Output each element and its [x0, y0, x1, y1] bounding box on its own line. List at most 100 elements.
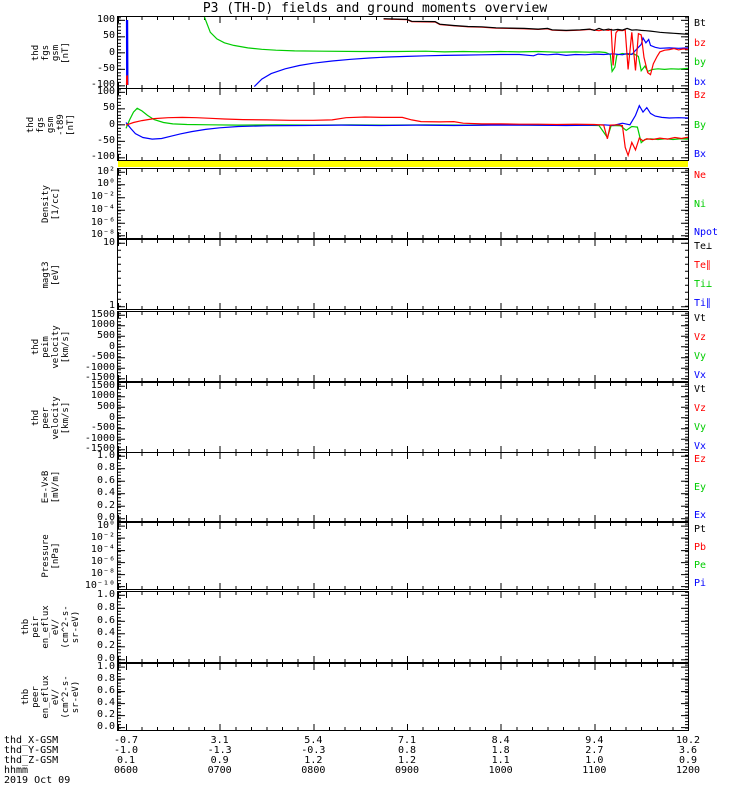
y-tick-marks [118, 312, 121, 381]
x-tick-marks [118, 664, 688, 670]
legend-Te⊥: Te⊥ [694, 241, 713, 252]
y-tick-label: 10 [102, 236, 115, 248]
y-tick-label: 0 [108, 411, 115, 423]
y-tick-label: 0.6 [96, 474, 115, 486]
legend-Ey: Ey [694, 482, 707, 493]
legend-Pt: Pt [694, 524, 707, 535]
x-axis-value: 0.8 [397, 745, 417, 756]
y-tick-marks [685, 592, 688, 662]
y-axis-label-text: thd fgs gsm -t89 [nT] [26, 113, 76, 136]
y-tick-marks [118, 453, 125, 521]
y-tick-label: 1000 [90, 390, 115, 402]
y-tick-label: -100 [90, 151, 115, 163]
curve-Bz [125, 116, 688, 158]
y-tick-label: -500 [90, 422, 115, 434]
x-tick-marks [118, 453, 688, 456]
x-axis-value: 8.4 [491, 735, 510, 746]
x-tick-marks [118, 724, 688, 730]
y-tick-label: 0.2 [96, 709, 115, 721]
y-tick-label: 10⁻⁶ [90, 216, 115, 228]
x-axis-value: 0700 [207, 765, 232, 776]
legend-Te∥: Te∥ [694, 260, 712, 271]
curve-bz-saturated-edge [125, 75, 129, 86]
y-tick-marks [118, 453, 121, 521]
legend-Vz: Vz [694, 403, 707, 414]
y-axis-label: Pressure [nPa] [18, 523, 84, 589]
x-tick-marks [118, 656, 688, 662]
x-tick-marks [118, 592, 688, 598]
y-tick-marks [681, 312, 688, 381]
curves-fgs-gsm [125, 17, 688, 88]
y-axis-label: thb peer en_eflux eV/ (cm^2-s- sr-eV) [18, 664, 84, 730]
y-tick-marks [118, 383, 121, 452]
y-tick-label: 0.2 [96, 499, 115, 511]
x-axis-value: 1000 [488, 765, 513, 776]
legend-Pb: Pb [694, 542, 707, 553]
y-tick-label: 1500 [90, 308, 115, 320]
y-tick-label: 0.4 [96, 627, 115, 639]
x-axis-value: 0.9 [678, 755, 698, 766]
y-tick-marks [681, 240, 688, 309]
y-tick-label: 10⁻⁸ [90, 568, 115, 580]
x-axis-value: 5.4 [304, 735, 323, 746]
legend-Bz: Bz [694, 90, 707, 101]
x-axis-row-label: thd_X-GSM [4, 735, 59, 746]
x-axis-value: 0800 [301, 765, 326, 776]
y-axis-label: thd peim velocity [km/s] [18, 312, 84, 381]
y-axis-label: E=-V×B [mV/m] [18, 453, 84, 521]
y-tick-label: -100 [90, 79, 115, 91]
x-tick-marks [118, 232, 688, 238]
panel-peir-en-eflux [117, 591, 689, 663]
x-axis-value: 0.9 [210, 755, 229, 766]
legend-Ni: Ni [694, 198, 707, 210]
x-axis-value: 1.8 [491, 745, 510, 756]
y-tick-marks [681, 453, 688, 521]
y-tick-label: -1500 [84, 443, 115, 455]
x-axis-value: -0.3 [301, 745, 326, 756]
y-tick-label: 0.0 [96, 512, 115, 524]
x-tick-marks [118, 659, 688, 662]
legend-Ti⊥: Ti⊥ [694, 279, 713, 290]
x-tick-marks [118, 240, 688, 246]
x-tick-marks [118, 727, 688, 730]
legend-Bt: Bt [694, 18, 707, 29]
y-axis-label-text: Pressure [nPa] [41, 534, 61, 578]
x-axis-value: 7.1 [397, 735, 417, 746]
legend-Vx: Vx [694, 441, 707, 452]
legend-Vy: Vy [694, 351, 707, 362]
x-tick-marks [118, 375, 688, 381]
y-tick-label: 50 [102, 102, 115, 114]
y-tick-label: 10⁻⁸ [90, 229, 115, 241]
y-tick-marks [685, 383, 688, 452]
y-tick-label: 0.0 [96, 721, 115, 733]
x-axis-row-label: thd_Z-GSM [4, 755, 59, 766]
curve-bz [383, 18, 688, 76]
y-tick-label: -1000 [84, 432, 115, 444]
y-tick-label: 1.0 [96, 588, 115, 600]
legend-by: by [694, 57, 707, 69]
y-tick-label: 0.0 [96, 653, 115, 665]
y-tick-label: 10⁰ [96, 178, 115, 190]
legend-Vz: Vz [694, 332, 707, 343]
y-tick-label: 100 [96, 13, 115, 25]
x-axis-value: 1200 [675, 765, 701, 776]
y-tick-label: 10⁻² [90, 531, 115, 543]
x-axis-value: 1.0 [585, 755, 604, 766]
y-tick-marks [118, 240, 125, 309]
y-tick-label: 1.0 [96, 449, 115, 461]
x-tick-marks [118, 303, 688, 309]
curve-by [203, 17, 688, 74]
panel-magt3 [117, 239, 689, 310]
y-tick-label: 10⁰ [96, 519, 115, 531]
y-tick-label: 10⁻⁴ [90, 203, 115, 215]
y-tick-label: -50 [96, 62, 115, 74]
y-tick-label: -1000 [84, 361, 115, 373]
x-tick-marks [118, 664, 688, 667]
panel-peer-velocity [117, 382, 689, 453]
legend-Ti∥: Ti∥ [694, 298, 712, 309]
x-tick-marks [118, 523, 688, 529]
x-tick-marks [118, 312, 688, 318]
y-tick-label: 500 [96, 400, 115, 412]
y-tick-marks [681, 592, 688, 662]
legend-Vt: Vt [694, 384, 707, 395]
